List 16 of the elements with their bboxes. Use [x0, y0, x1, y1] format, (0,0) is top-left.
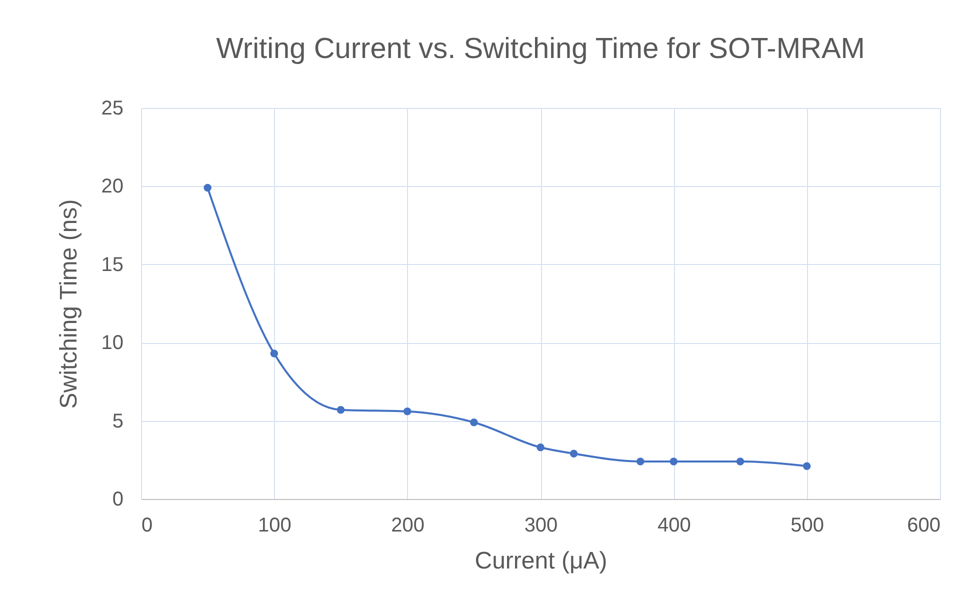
- y-tick-label: 25: [101, 98, 124, 120]
- x-tick-label: 200: [391, 514, 425, 536]
- y-tick-label: 0: [112, 488, 124, 510]
- x-tick-label: 600: [907, 514, 940, 536]
- y-axis-title: Switching Time (ns): [55, 199, 82, 409]
- x-tick-label: 100: [258, 514, 292, 536]
- x-tick-label: 300: [524, 514, 558, 536]
- x-tick-label: 0: [142, 514, 153, 536]
- x-tick-label: 400: [657, 514, 691, 536]
- x-tick-label: 500: [790, 514, 824, 536]
- chart-title: Writing Current vs. Switching Time for SOT-MRAM: [216, 33, 865, 65]
- y-tick-label: 10: [101, 332, 124, 354]
- x-axis-title: Current (μA): [474, 548, 608, 574]
- y-tick-label: 20: [101, 176, 124, 198]
- y-tick-label: 5: [112, 410, 124, 432]
- y-tick-label: 15: [101, 254, 124, 276]
